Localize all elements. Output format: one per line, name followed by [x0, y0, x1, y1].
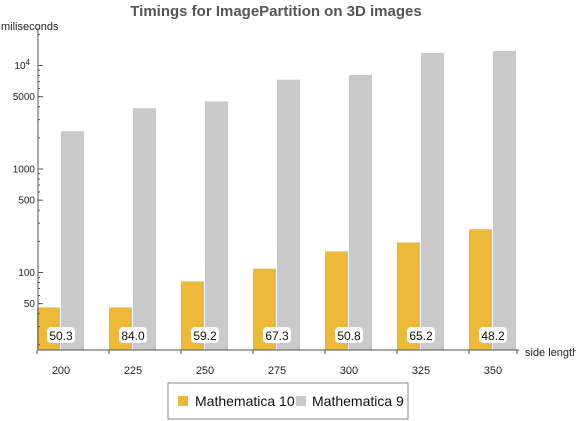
bar-mathematica-9 [133, 108, 156, 351]
x-axis-label: side length [525, 347, 576, 359]
bar-mathematica-10 [325, 251, 348, 350]
bar-mathematica-10 [397, 242, 420, 350]
bar-mathematica-9 [277, 79, 300, 350]
legend: Mathematica 10 Mathematica 9 [167, 382, 409, 420]
x-tick-label: 325 [412, 365, 430, 377]
y-tick-label: 500 [18, 196, 35, 207]
data-label: 65.2 [409, 329, 433, 343]
legend-swatch-mathematica-10 [178, 396, 188, 406]
data-label-box [263, 327, 291, 343]
chart-title: Timings for ImagePartition on 3D images [130, 3, 421, 20]
data-label: 50.8 [337, 329, 361, 343]
axes-layer: 104 5000 1000 500 100 50 200 225 250 275 300 325 350 [13, 28, 519, 377]
x-tick-label: 300 [340, 365, 358, 377]
data-label-box [407, 327, 435, 343]
y-tick-label: 104 [14, 58, 30, 72]
bar-mathematica-9 [493, 51, 516, 350]
x-tick-label: 250 [196, 365, 214, 377]
data-label: 48.2 [481, 329, 505, 343]
x-tick-label: 350 [484, 365, 502, 377]
data-label-box [119, 327, 147, 343]
legend-swatch-mathematica-9 [296, 396, 306, 406]
bars-layer: 50.3 84.0 59.2 67.3 50.8 65.2 48.2 [37, 51, 516, 351]
data-label-box [47, 327, 75, 343]
bar-mathematica-9 [421, 53, 444, 350]
data-label: 59.2 [193, 329, 217, 343]
data-label-box [335, 327, 363, 343]
bar-mathematica-9 [61, 131, 84, 350]
y-tick-label: 50 [24, 299, 36, 310]
y-tick-label: 100 [18, 268, 35, 279]
data-label: 84.0 [121, 329, 145, 343]
x-tick-label: 275 [268, 365, 286, 377]
data-label-box [191, 327, 219, 343]
bar-mathematica-9 [205, 101, 228, 350]
data-label: 67.3 [265, 329, 289, 343]
bar-mathematica-10 [469, 229, 492, 350]
legend-label-mathematica-10: Mathematica 10 [195, 393, 295, 409]
bar-mathematica-9 [349, 74, 372, 350]
data-label: 50.3 [49, 329, 73, 343]
x-tick-label: 225 [124, 365, 142, 377]
data-label-box [479, 327, 507, 343]
y-tick-label: 1000 [13, 165, 36, 176]
y-axis-label: miliseconds [1, 21, 59, 33]
legend-label-mathematica-9: Mathematica 9 [312, 393, 404, 409]
legend-box [167, 382, 409, 420]
x-tick-label: 200 [52, 365, 70, 377]
y-tick-label: 5000 [13, 92, 36, 103]
